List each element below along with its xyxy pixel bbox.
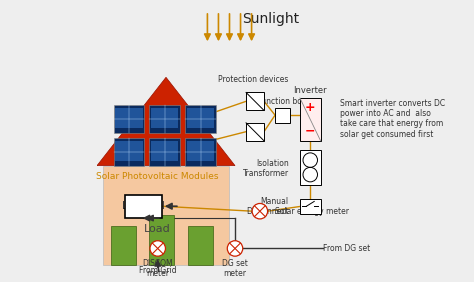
Circle shape <box>252 203 268 219</box>
Text: Protection devices: Protection devices <box>218 75 288 84</box>
Bar <box>115 141 143 162</box>
Circle shape <box>150 241 165 256</box>
Bar <box>149 105 180 133</box>
Bar <box>114 105 144 133</box>
Text: LT panel: LT panel <box>122 201 165 211</box>
Text: +: + <box>305 101 316 114</box>
Bar <box>188 226 213 265</box>
Bar <box>185 138 216 166</box>
Bar <box>102 166 229 265</box>
Text: Manual
Disconnect: Manual Disconnect <box>246 197 289 216</box>
Bar <box>300 151 320 185</box>
Bar <box>185 105 216 133</box>
Text: Inverter: Inverter <box>293 86 327 95</box>
Bar <box>149 215 174 265</box>
Bar <box>275 108 290 123</box>
Bar <box>151 108 178 128</box>
Text: DG set
meter: DG set meter <box>222 259 248 278</box>
Bar <box>125 195 162 218</box>
Bar <box>187 141 214 162</box>
Text: Smart inverter converts DC
power into AC and  also
take care that energy from
so: Smart inverter converts DC power into AC… <box>340 99 445 139</box>
Bar <box>246 92 264 111</box>
Text: DISCOM
meter: DISCOM meter <box>142 259 173 278</box>
Polygon shape <box>97 77 235 166</box>
Bar <box>111 226 136 265</box>
Bar <box>300 98 320 141</box>
Text: Isolation
Transformer: Isolation Transformer <box>243 159 289 178</box>
Circle shape <box>228 241 243 256</box>
Text: From Grid: From Grid <box>139 266 176 275</box>
Bar <box>300 199 320 214</box>
Text: Solar energy meter: Solar energy meter <box>275 207 349 216</box>
Text: From DG set: From DG set <box>323 244 371 253</box>
Bar <box>187 108 214 128</box>
Text: Junction box: Junction box <box>259 97 306 106</box>
Text: Solar Photovoltaic Modules: Solar Photovoltaic Modules <box>97 172 219 181</box>
Bar <box>115 108 143 128</box>
Text: −: − <box>305 125 316 138</box>
Bar <box>151 141 178 162</box>
Text: Load: Load <box>145 224 171 234</box>
Bar <box>246 123 264 141</box>
Bar <box>114 138 144 166</box>
Text: Sunlight: Sunlight <box>242 12 300 26</box>
Bar <box>149 138 180 166</box>
